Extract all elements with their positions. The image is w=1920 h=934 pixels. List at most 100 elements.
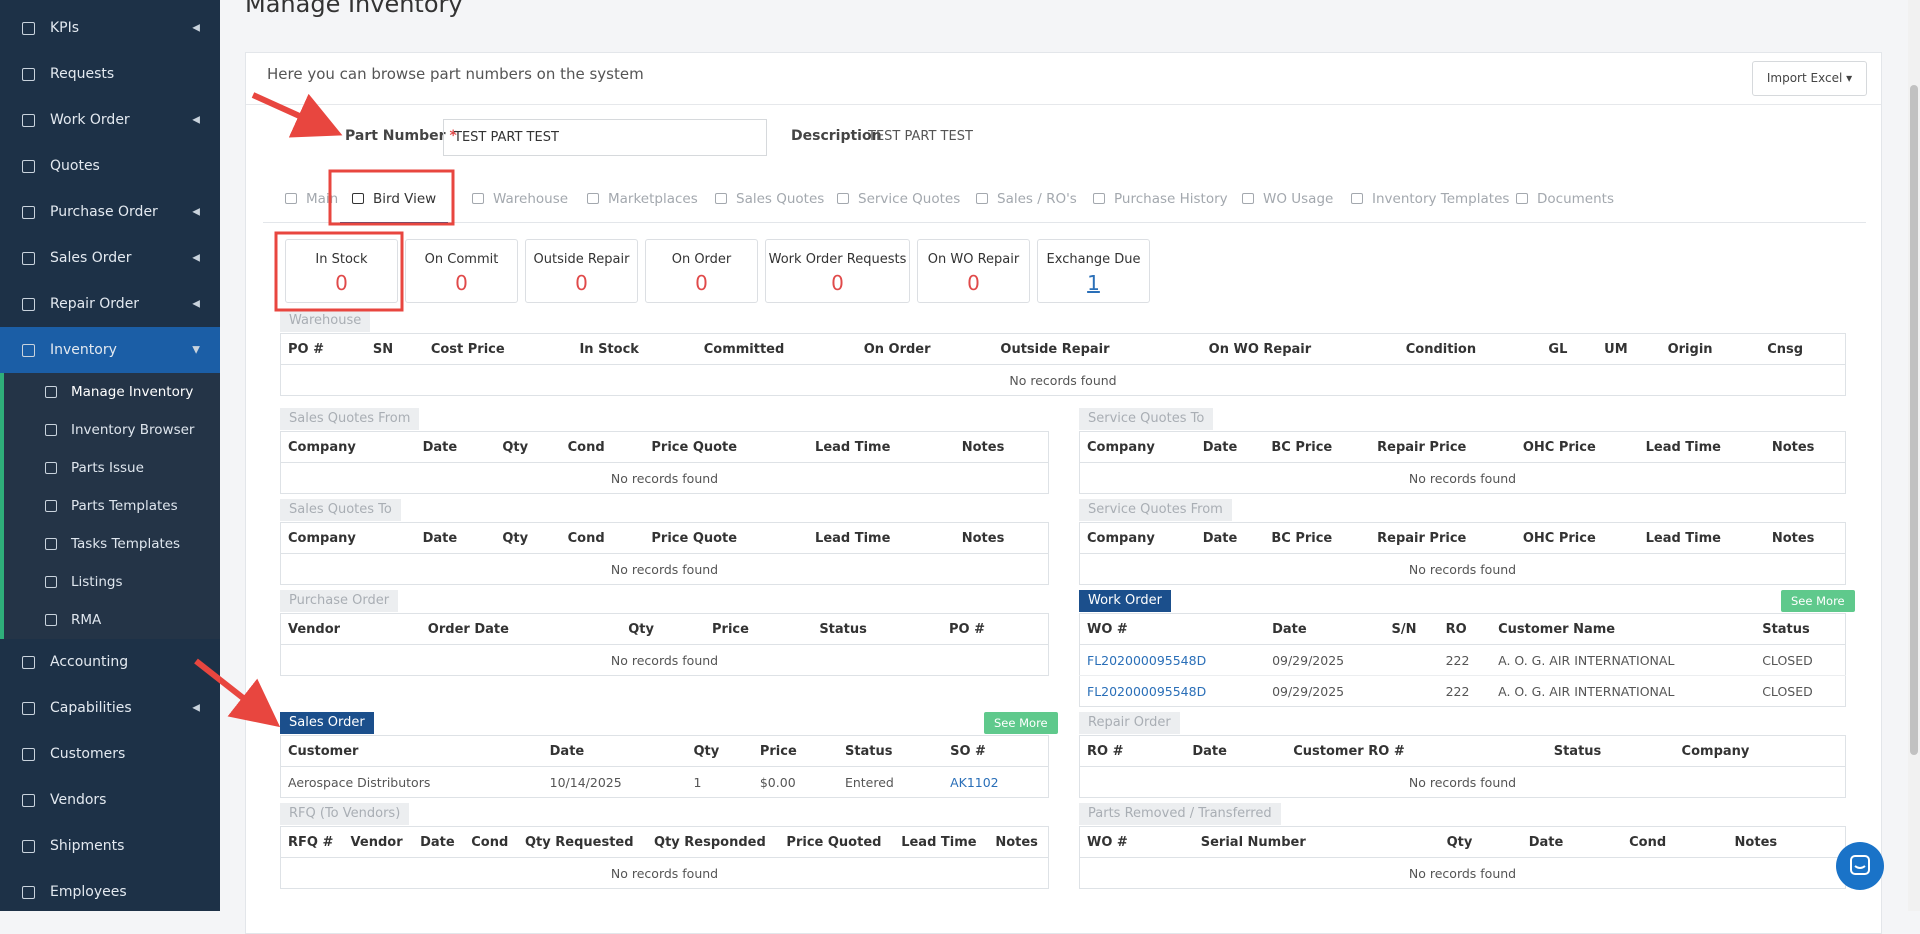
cell-text: 222	[1445, 652, 1470, 668]
header-row: Company Date BC Price Repair Price OHC Price…	[1079, 431, 1846, 463]
submenu-item[interactable]: Listings	[0, 563, 220, 601]
tab[interactable]: Sales / RO's	[964, 188, 1089, 222]
see-more-button[interactable]: See More	[984, 712, 1058, 734]
tab-label: Main	[306, 191, 339, 207]
stat-value[interactable]: 1	[1087, 271, 1100, 295]
import-button[interactable]: Import Excel ▾	[1752, 61, 1867, 96]
submenu-item[interactable]: Manage Inventory	[0, 373, 220, 411]
tab[interactable]: Purchase History	[1081, 188, 1240, 222]
nav-item[interactable]: Purchase Order ◀	[0, 189, 220, 235]
column-header: Cond	[1622, 826, 1728, 858]
chevron: ▼	[192, 344, 200, 356]
nav-item[interactable]: Customers	[0, 731, 220, 777]
header-row: Company Date Qty Cond Price Quote Lead Time No…	[280, 522, 1049, 554]
tab[interactable]: Service Quotes	[825, 188, 972, 222]
tab[interactable]: Documents	[1504, 188, 1626, 222]
chevron: ◀	[192, 702, 200, 714]
tab-label: Inventory Templates	[1372, 191, 1510, 207]
column-header: PO #	[280, 333, 366, 365]
nav-item[interactable]: Quotes	[0, 143, 220, 189]
table-row: Aerospace Distributors 10/14/2025 1 $0.00 En…	[281, 767, 1049, 798]
submenu-item[interactable]: Tasks Templates	[0, 525, 220, 563]
nav-item[interactable]: Vendors	[0, 777, 220, 823]
nav-item[interactable]: Sales Order ◀	[0, 235, 220, 281]
nav-label: Accounting	[50, 654, 129, 670]
nav-item[interactable]: Accounting	[0, 639, 220, 685]
label-text: Part Number	[345, 128, 446, 144]
nav-label: Work Order	[50, 112, 130, 128]
empty-row: No records found	[1080, 554, 1846, 585]
stat-box: Work Order Requests 0	[765, 239, 910, 303]
column-header: Company	[1674, 735, 1846, 767]
column-header: Date	[1195, 431, 1265, 463]
page-title: Manage Inventory	[245, 0, 463, 18]
section-title: Sales Order	[280, 712, 374, 734]
scrollbar	[1908, 0, 1920, 911]
empty-row: No records found	[281, 463, 1049, 494]
nav-item[interactable]: Work Order ◀	[0, 97, 220, 143]
submenu-item[interactable]: RMA	[0, 601, 220, 639]
empty-row: No records found	[281, 858, 1049, 889]
tab-label: Sales / RO's	[997, 191, 1077, 207]
nav-label: Tasks Templates	[71, 536, 181, 552]
section-title: Sales Quotes To	[280, 499, 401, 521]
table-cell	[1384, 645, 1438, 676]
tab[interactable]: Sales Quotes	[703, 188, 836, 222]
see-more-button[interactable]: See More	[1781, 590, 1855, 612]
submenu-item[interactable]: Inventory Browser	[0, 411, 220, 449]
column-header: BC Price	[1264, 431, 1371, 463]
nav-item[interactable]: Inventory ▼	[0, 327, 220, 373]
tab[interactable]: Main	[273, 188, 350, 222]
empty-message: No records found	[610, 865, 719, 881]
header-row: RFQ # Vendor Date Cond Qty Requested Qty Resp…	[280, 826, 1049, 858]
column-header: Cond	[464, 826, 518, 858]
chat-button[interactable]	[1836, 842, 1884, 890]
nav-label: Capabilities	[50, 700, 132, 716]
nav-label: Sales Order	[50, 250, 132, 266]
link[interactable]: AK1102	[950, 774, 999, 790]
data-table: RO # Date Customer RO # Status Company No rec…	[1079, 735, 1846, 798]
table-cell: FL202000095548D	[1080, 676, 1266, 707]
chevron: ◀	[192, 114, 200, 126]
nav-label: Inventory Browser	[71, 422, 195, 438]
nav-item[interactable]: Shipments	[0, 823, 220, 869]
tab[interactable]: WO Usage	[1230, 188, 1345, 222]
submenu-item[interactable]: Parts Issue	[0, 449, 220, 487]
tab-icon	[1351, 193, 1363, 204]
tab[interactable]: Inventory Templates	[1339, 188, 1521, 222]
link[interactable]: FL202000095548D	[1087, 652, 1207, 668]
nav-icon	[22, 298, 35, 311]
stat-box: Outside Repair 0	[525, 239, 638, 303]
column-header: RO #	[1079, 735, 1186, 767]
nav-icon	[45, 614, 57, 626]
column-header: Repair Price	[1370, 522, 1516, 554]
nav-icon	[45, 424, 57, 436]
nav-icon	[22, 748, 35, 761]
nav-item[interactable]: Employees	[0, 869, 220, 915]
tab[interactable]: Marketplaces	[575, 188, 710, 222]
column-header: Qty	[495, 431, 561, 463]
scroll-thumb[interactable]	[1910, 85, 1918, 755]
stat-box: On Order 0	[645, 239, 758, 303]
header-row: RO # Date Customer RO # Status Company	[1079, 735, 1846, 767]
nav-item[interactable]: Capabilities ◀	[0, 685, 220, 731]
nav-label: Repair Order	[50, 296, 140, 312]
part-number-input[interactable]: TEST PART TEST	[443, 119, 767, 156]
column-header: Company	[280, 522, 416, 554]
link[interactable]: FL202000095548D	[1087, 683, 1207, 699]
table-row: FL202000095548D 09/29/2025 222 A. O. G. AIR…	[1080, 645, 1846, 676]
tab[interactable]: Warehouse	[460, 188, 580, 222]
data-table: WO # Serial Number Qty Date Cond Notes No reco…	[1079, 826, 1846, 889]
empty-message: No records found	[1408, 561, 1517, 577]
table-cell: A. O. G. AIR INTERNATIONAL	[1491, 676, 1755, 707]
column-header: Status	[812, 613, 943, 645]
column-header: Price Quote	[644, 431, 809, 463]
table-cell: 09/29/2025	[1265, 645, 1384, 676]
nav-item[interactable]: KPIs ◀	[0, 5, 220, 51]
tab[interactable]: Bird View	[340, 188, 449, 225]
submenu-item[interactable]: Parts Templates	[0, 487, 220, 525]
nav-item[interactable]: Requests	[0, 51, 220, 97]
nav-icon	[22, 702, 35, 715]
nav-item[interactable]: Repair Order ◀	[0, 281, 220, 327]
